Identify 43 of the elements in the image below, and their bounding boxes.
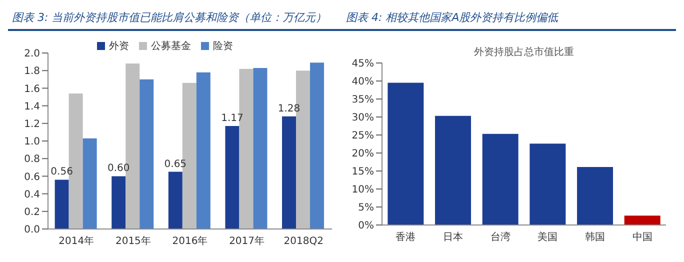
chart-subtitle: 外资持股占总市值比重 xyxy=(473,46,575,59)
y-tick-label: 0.4 xyxy=(24,189,40,200)
x-tick-label: 中国 xyxy=(632,231,652,244)
y-tick-label: 1.6 xyxy=(24,84,40,95)
x-tick-label: 2018Q2 xyxy=(284,236,324,248)
y-tick-label: 2.0 xyxy=(24,48,40,60)
y-tick-label: 15% xyxy=(352,166,374,178)
legend-label: 公募基金 xyxy=(151,41,191,52)
y-tick-label: 1.8 xyxy=(24,66,40,78)
y-tick-label: 20% xyxy=(352,148,374,160)
data-label: 0.60 xyxy=(107,163,130,174)
legend-label: 外资 xyxy=(109,41,129,52)
data-label: 1.17 xyxy=(221,113,244,124)
x-tick-label: 美国 xyxy=(538,231,558,244)
legend-label: 险资 xyxy=(213,41,233,52)
x-tick-label: 日本 xyxy=(443,231,463,244)
y-tick-label: 35% xyxy=(352,94,374,106)
y-tick-label: 1.2 xyxy=(24,118,40,130)
chart-title: 图表 4: 相较其他国家A股外资持有比例偏低 xyxy=(342,8,676,31)
y-tick-label: 0.6 xyxy=(24,172,40,183)
y-tick-label: 30% xyxy=(352,112,374,124)
data-label: 0.56 xyxy=(50,166,73,178)
y-tick-label: 0.8 xyxy=(24,154,40,166)
y-tick-label: 0% xyxy=(358,220,374,232)
x-tick-label: 香港 xyxy=(396,231,416,244)
y-tick-label: 1.0 xyxy=(24,136,40,148)
y-tick-label: 10% xyxy=(352,184,374,196)
x-tick-label: 台湾 xyxy=(490,231,510,244)
y-tick-label: 0.2 xyxy=(24,206,40,218)
y-tick-label: 0.0 xyxy=(24,224,40,236)
x-tick-label: 2015年 xyxy=(115,235,151,248)
y-tick-label: 25% xyxy=(352,130,374,142)
x-tick-label: 2016年 xyxy=(172,235,208,248)
y-tick-label: 40% xyxy=(352,76,374,88)
y-tick-label: 45% xyxy=(352,58,374,70)
x-tick-label: 2017年 xyxy=(229,235,265,248)
chart-title: 图表 3: 当前外资持股市值已能比肩公募和险资（单位：万亿元） xyxy=(8,8,342,31)
data-label: 0.65 xyxy=(164,158,187,170)
y-tick-label: 1.4 xyxy=(24,101,40,112)
x-tick-label: 韩国 xyxy=(585,231,605,244)
x-tick-label: 2014年 xyxy=(58,235,94,248)
y-tick-label: 5% xyxy=(358,202,374,214)
data-label: 1.28 xyxy=(278,103,300,114)
